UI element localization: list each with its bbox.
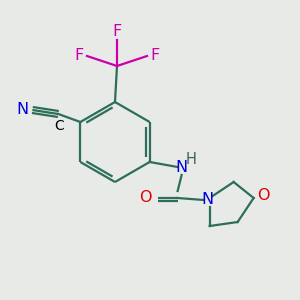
Text: C: C — [55, 119, 64, 133]
Text: N: N — [16, 101, 28, 116]
Text: F: F — [75, 49, 84, 64]
Text: N: N — [202, 193, 214, 208]
Text: N: N — [176, 160, 188, 175]
Text: F: F — [112, 24, 122, 39]
Text: F: F — [150, 49, 159, 64]
Text: O: O — [139, 190, 152, 206]
Text: O: O — [257, 188, 270, 203]
Text: H: H — [185, 152, 196, 167]
